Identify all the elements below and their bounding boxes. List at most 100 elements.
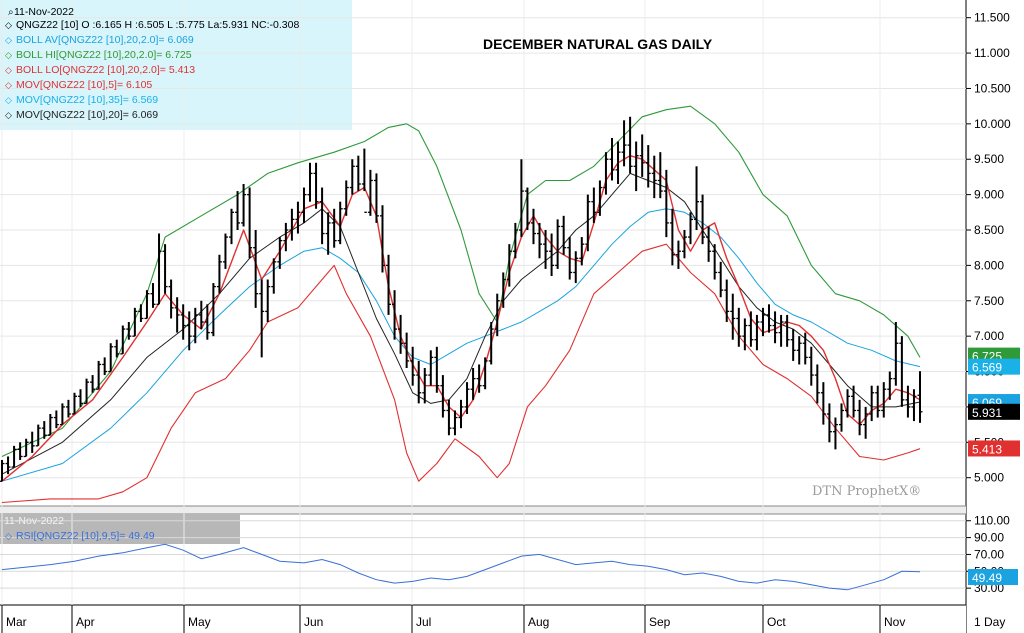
- ohlc-bar-131: [790, 329, 796, 361]
- legend-diamond-price: ◇: [5, 20, 12, 30]
- ohlc-bar-105: [633, 141, 639, 192]
- ohlc-bar-11: [65, 399, 71, 418]
- ohlc-bar-126: [760, 307, 766, 337]
- ohlc-bar-88: [530, 208, 536, 245]
- legend-diamond-bolllo: ◇: [5, 65, 12, 75]
- ohlc-bar-43: [259, 279, 265, 358]
- rsi-tick-label-1: 90.00: [974, 531, 1004, 545]
- ohlc-bar-117: [706, 226, 712, 262]
- ohlc-bar-38: [229, 208, 234, 245]
- legend-item-mov5: MOV[QNGZ22 [10],5]= 6.105: [16, 79, 152, 91]
- ohlc-bar-51: [307, 162, 313, 202]
- legend-diamond-bollhi: ◇: [5, 50, 12, 60]
- ohlc-bar-95: [573, 251, 579, 284]
- ohlc-bar-67: [404, 332, 410, 368]
- magnifier-icon[interactable]: ⌕: [8, 7, 14, 18]
- y-tick-label-0: 11.500: [974, 11, 1010, 25]
- ohlc-bar-49: [295, 201, 301, 234]
- legend-diamond-mov5: ◇: [5, 80, 12, 90]
- ohlc-bar-112: [675, 240, 681, 269]
- ohlc-bar-3: [17, 442, 23, 460]
- price-bars: [0, 116, 923, 482]
- ohlc-bar-129: [778, 314, 784, 347]
- ohlc-bar-81: [488, 322, 494, 365]
- ohlc-bar-53: [319, 187, 325, 245]
- line-bolllo: [1, 243, 921, 504]
- ohlc-bar-111: [669, 208, 675, 266]
- ohlc-bar-12: [71, 392, 77, 415]
- pane-separator[interactable]: [0, 506, 966, 514]
- ohlc-bar-76: [458, 399, 464, 429]
- y-tick-label-1: 11.000: [974, 46, 1010, 60]
- ohlc-bar-141: [851, 385, 857, 418]
- ohlc-bar-28: [168, 279, 174, 319]
- ohlc-bar-148: [893, 322, 899, 386]
- ohlc-bar-127: [766, 304, 772, 333]
- rsi-badge-bg: [968, 569, 1018, 585]
- ohlc-bar-109: [657, 152, 663, 199]
- legend-diamond-mov35: ◇: [5, 95, 12, 105]
- x-unit-label[interactable]: 1 Day: [974, 615, 1005, 629]
- rsi-diamond-icon: ◇: [5, 531, 12, 541]
- ohlc-bar-93: [561, 215, 567, 255]
- ohlc-bar-143: [863, 406, 869, 439]
- ohlc-bar-110: [663, 169, 669, 238]
- ohlc-bar-14: [84, 378, 90, 405]
- ohlc-bar-30: [180, 304, 186, 340]
- ohlc-bar-48: [289, 208, 295, 241]
- ohlc-bar-84: [506, 244, 512, 287]
- ohlc-bar-29: [174, 297, 180, 333]
- ohlc-bar-86: [518, 159, 524, 238]
- x-tick-label-4: Jul: [416, 615, 431, 629]
- ohlc-bar-130: [784, 314, 790, 347]
- badge-bg-3: [968, 403, 1020, 420]
- ohlc-bar-5: [29, 431, 35, 453]
- ohlc-bar-26: [156, 233, 162, 305]
- ohlc-bar-36: [216, 254, 222, 294]
- ohlc-bar-31: [186, 311, 192, 351]
- ohlc-bar-142: [857, 399, 863, 436]
- watermark: DTN ProphetX®: [812, 484, 921, 499]
- legend-box: [0, 0, 352, 130]
- ohlc-bar-73: [440, 375, 446, 418]
- ohlc-bar-8: [47, 414, 53, 436]
- y-tick-label-3: 10.000: [974, 117, 1011, 131]
- ohlc-bar-40: [241, 184, 247, 227]
- ohlc-bar-37: [222, 233, 228, 269]
- ohlc-bar-79: [476, 364, 482, 393]
- y-tick-label-6: 8.500: [974, 223, 1004, 237]
- x-tick-label-6: Sep: [649, 615, 671, 629]
- y-tick-label-9: 7.000: [974, 329, 1004, 343]
- badge-3: 5.931: [972, 406, 1002, 420]
- ohlc-bar-64: [386, 254, 392, 315]
- badge-bg-1: [968, 358, 1020, 375]
- ohlc-bar-24: [144, 290, 150, 320]
- ohlc-bar-32: [192, 307, 198, 344]
- x-axis-ticks: Mar Apr May Jun Jul Aug Sep Oct Nov: [1, 605, 905, 633]
- badge-4: 5.413: [972, 442, 1002, 456]
- ohlc-bar-144: [869, 385, 875, 422]
- x-tick-label-2: May: [188, 615, 211, 629]
- y-tick-label-4: 9.500: [974, 152, 1004, 166]
- ohlc-bar-9: [53, 410, 59, 429]
- x-axis-strip: [0, 605, 966, 633]
- ohlc-bar-94: [567, 237, 573, 280]
- ohlc-bar-52: [313, 162, 319, 209]
- ohlc-bar-61: [367, 169, 373, 216]
- rsi-legend-box: [0, 514, 240, 544]
- ohlc-bar-44: [265, 279, 271, 322]
- ohlc-bar-46: [277, 237, 283, 269]
- ohlc-bar-72: [434, 346, 440, 393]
- ohlc-bar-119: [718, 261, 724, 298]
- ohlc-bar-68: [410, 346, 416, 386]
- y-tick-label-8: 7.500: [974, 294, 1004, 308]
- y-axis-panel: [966, 0, 1024, 633]
- price-legend: 11-Nov-2022 ⌕ ◇ QNGZ22 [10] O :6.165 H :6…: [5, 6, 299, 121]
- ohlc-bar-58: [349, 159, 355, 195]
- ohlc-bar-39: [235, 191, 241, 230]
- ohlc-bar-89: [537, 222, 543, 259]
- ohlc-bar-4: [23, 438, 29, 458]
- ohlc-bar-71: [428, 350, 434, 386]
